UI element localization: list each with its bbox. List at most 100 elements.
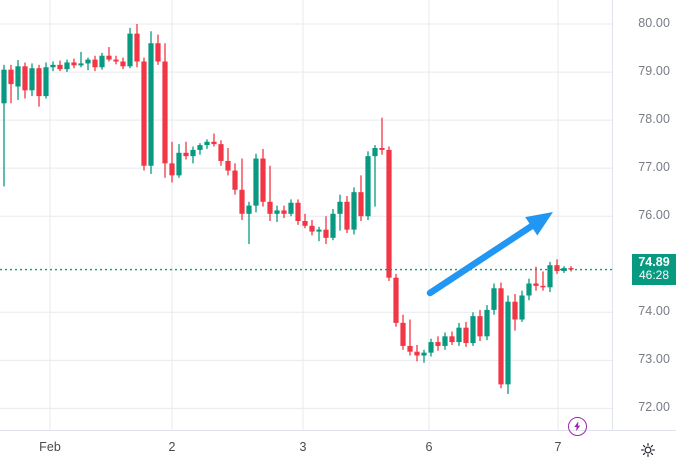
- candlestick: [225, 147, 231, 176]
- candle-body: [267, 201, 273, 214]
- candlestick: [113, 55, 119, 65]
- candlestick: [29, 63, 35, 97]
- candlestick: [400, 314, 406, 350]
- candle-body: [533, 283, 539, 286]
- y-axis-tick-label: 77.00: [638, 160, 670, 175]
- candlestick: [512, 294, 518, 331]
- candlestick: [526, 278, 532, 301]
- candle-body: [323, 229, 329, 238]
- candlestick: [274, 205, 280, 222]
- candle-body: [190, 149, 196, 157]
- candlestick: [204, 139, 210, 149]
- x-axis-tick-label: 6: [425, 440, 433, 454]
- candle-body: [127, 33, 133, 67]
- y-axis-tick-label: 78.00: [638, 112, 670, 127]
- candle-body: [526, 283, 532, 296]
- candlestick: [463, 321, 469, 347]
- candle-body: [442, 336, 448, 346]
- y-axis-tick-label: 72.00: [638, 400, 670, 415]
- gear-glyph: [641, 443, 655, 457]
- vertical-gridlines: [49, 0, 559, 430]
- candlestick: [442, 332, 448, 350]
- candlestick: [568, 266, 574, 272]
- arrow-shaft: [426, 219, 540, 297]
- candle-body: [435, 342, 441, 346]
- horizontal-gridlines: [0, 23, 612, 409]
- candlestick: [295, 199, 301, 225]
- candlestick: [407, 319, 413, 356]
- candle-body: [239, 189, 245, 214]
- candle-body: [120, 61, 126, 67]
- candlestick: [372, 145, 378, 207]
- chart-settings-gear-icon[interactable]: [640, 442, 656, 458]
- candlestick: [365, 151, 371, 221]
- candle-body: [547, 265, 553, 288]
- candlestick: [379, 117, 385, 155]
- uptrend-arrow-annotation: [426, 212, 553, 297]
- candle-body: [29, 68, 35, 91]
- candlestick: [547, 261, 553, 293]
- candlestick: [428, 338, 434, 357]
- candlestick: [323, 216, 329, 245]
- candlestick: [57, 60, 63, 72]
- y-axis-tick-label: 79.00: [638, 64, 670, 79]
- candle-body: [99, 55, 105, 68]
- candle-body: [246, 205, 252, 214]
- candle-body: [302, 221, 308, 226]
- candle-body: [113, 59, 119, 62]
- candle-body: [71, 62, 77, 66]
- candlestick: [533, 266, 539, 291]
- candlestick: [190, 146, 196, 164]
- candlestick: [414, 344, 420, 362]
- x-axis-tick-label: Feb: [39, 440, 61, 454]
- candle-body: [421, 352, 427, 356]
- candle-body: [176, 152, 182, 176]
- candle-body: [43, 67, 49, 97]
- candlestick: [36, 64, 42, 107]
- lightning-icon[interactable]: [568, 417, 587, 436]
- candle-body: [134, 33, 140, 62]
- candlestick: [316, 226, 322, 242]
- candle-body: [225, 160, 231, 171]
- candlestick: [239, 158, 245, 221]
- candle-body: [64, 62, 70, 70]
- candlestick: [211, 133, 217, 147]
- candlestick: [302, 213, 308, 229]
- candle-body: [561, 268, 567, 271]
- candle-body: [183, 152, 189, 157]
- candlestick: [99, 52, 105, 70]
- candlestick: [50, 61, 56, 72]
- candle-body: [470, 316, 476, 344]
- candle-body: [393, 277, 399, 323]
- candle-body: [85, 59, 91, 64]
- candlestick: [120, 57, 126, 70]
- candlestick: [288, 199, 294, 217]
- candlestick: [393, 273, 399, 327]
- candle-body: [365, 156, 371, 217]
- candle-body: [281, 210, 287, 214]
- last-price-badge[interactable]: 74.89 46:28: [632, 253, 676, 285]
- candle-body: [57, 64, 63, 70]
- candlestick: [197, 143, 203, 155]
- candlestick: [127, 27, 133, 69]
- arrow-head: [525, 212, 553, 236]
- candlestick: [470, 312, 476, 346]
- candlestick: [43, 62, 49, 99]
- candle-body: [414, 351, 420, 356]
- candlestick: [358, 175, 364, 222]
- candle-body: [449, 336, 455, 343]
- candle-body: [428, 342, 434, 353]
- candle-body: [386, 149, 392, 278]
- x-axis-tick-label: 7: [554, 440, 562, 454]
- candlestick: [1, 64, 7, 187]
- candlestick: [8, 64, 14, 104]
- candle-body: [491, 288, 497, 310]
- candle-body: [141, 61, 147, 166]
- candlestick: [491, 283, 497, 315]
- x-axis-tick-label: 2: [168, 440, 176, 454]
- candlestick: [141, 57, 147, 171]
- bar-countdown-timer: 46:28: [638, 268, 670, 283]
- candle-body: [253, 158, 259, 206]
